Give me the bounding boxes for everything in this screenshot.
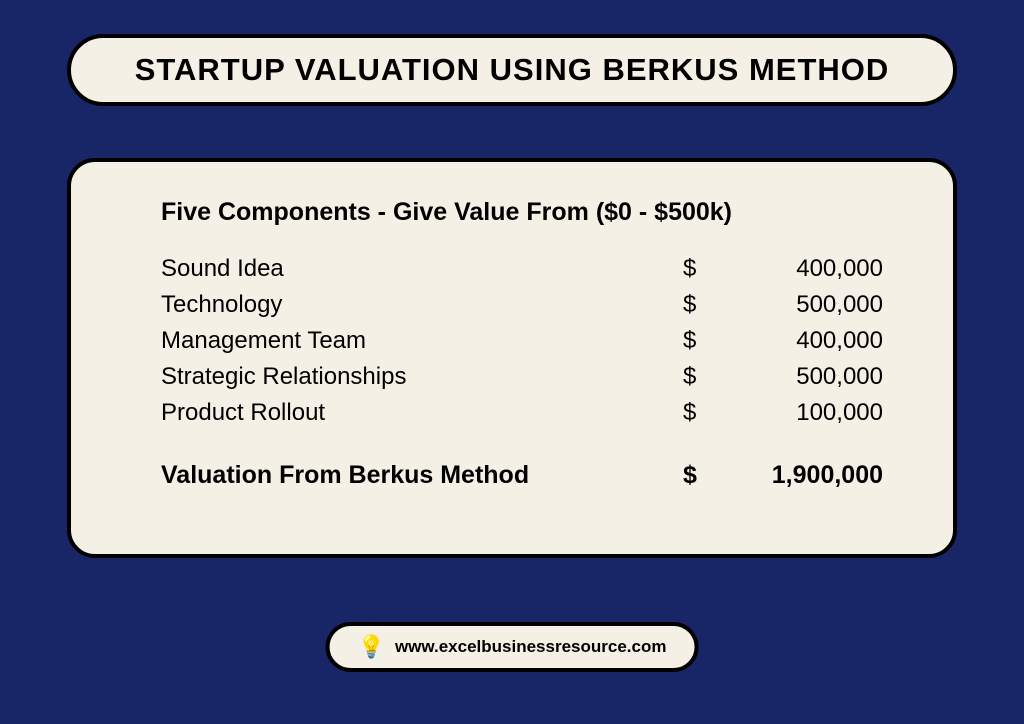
currency-symbol: $ — [683, 327, 719, 355]
row-amount: $ 500,000 — [683, 363, 883, 391]
row-value: 500,000 — [719, 363, 883, 391]
row-label: Management Team — [161, 327, 683, 355]
row-amount: $ 100,000 — [683, 399, 883, 427]
row-label: Technology — [161, 291, 683, 319]
footer-pill: 💡 www.excelbusinessresource.com — [326, 622, 699, 672]
currency-symbol: $ — [683, 461, 707, 490]
currency-symbol: $ — [683, 363, 719, 391]
row-amount: $ 400,000 — [683, 327, 883, 355]
table-row: Management Team $ 400,000 — [161, 327, 883, 355]
total-label: Valuation From Berkus Method — [161, 461, 683, 490]
row-label: Strategic Relationships — [161, 363, 683, 391]
title-pill: STARTUP VALUATION USING BERKUS METHOD — [67, 34, 957, 106]
row-value: 400,000 — [719, 255, 883, 283]
row-label: Sound Idea — [161, 255, 683, 283]
total-value: 1,900,000 — [707, 461, 883, 490]
row-amount: $ 400,000 — [683, 255, 883, 283]
currency-symbol: $ — [683, 255, 719, 283]
row-value: 100,000 — [719, 399, 883, 427]
footer-url: www.excelbusinessresource.com — [395, 637, 667, 657]
lightbulb-icon: 💡 — [358, 634, 385, 660]
total-amount: $ 1,900,000 — [683, 461, 883, 490]
row-value: 500,000 — [719, 291, 883, 319]
currency-symbol: $ — [683, 399, 719, 427]
table-row: Technology $ 500,000 — [161, 291, 883, 319]
valuation-card: Five Components - Give Value From ($0 - … — [67, 158, 957, 558]
currency-symbol: $ — [683, 291, 719, 319]
card-subheading: Five Components - Give Value From ($0 - … — [161, 198, 883, 227]
table-row: Sound Idea $ 400,000 — [161, 255, 883, 283]
table-row: Product Rollout $ 100,000 — [161, 399, 883, 427]
table-row: Strategic Relationships $ 500,000 — [161, 363, 883, 391]
page-title: STARTUP VALUATION USING BERKUS METHOD — [135, 52, 890, 88]
row-value: 400,000 — [719, 327, 883, 355]
row-label: Product Rollout — [161, 399, 683, 427]
row-amount: $ 500,000 — [683, 291, 883, 319]
total-row: Valuation From Berkus Method $ 1,900,000 — [161, 461, 883, 490]
